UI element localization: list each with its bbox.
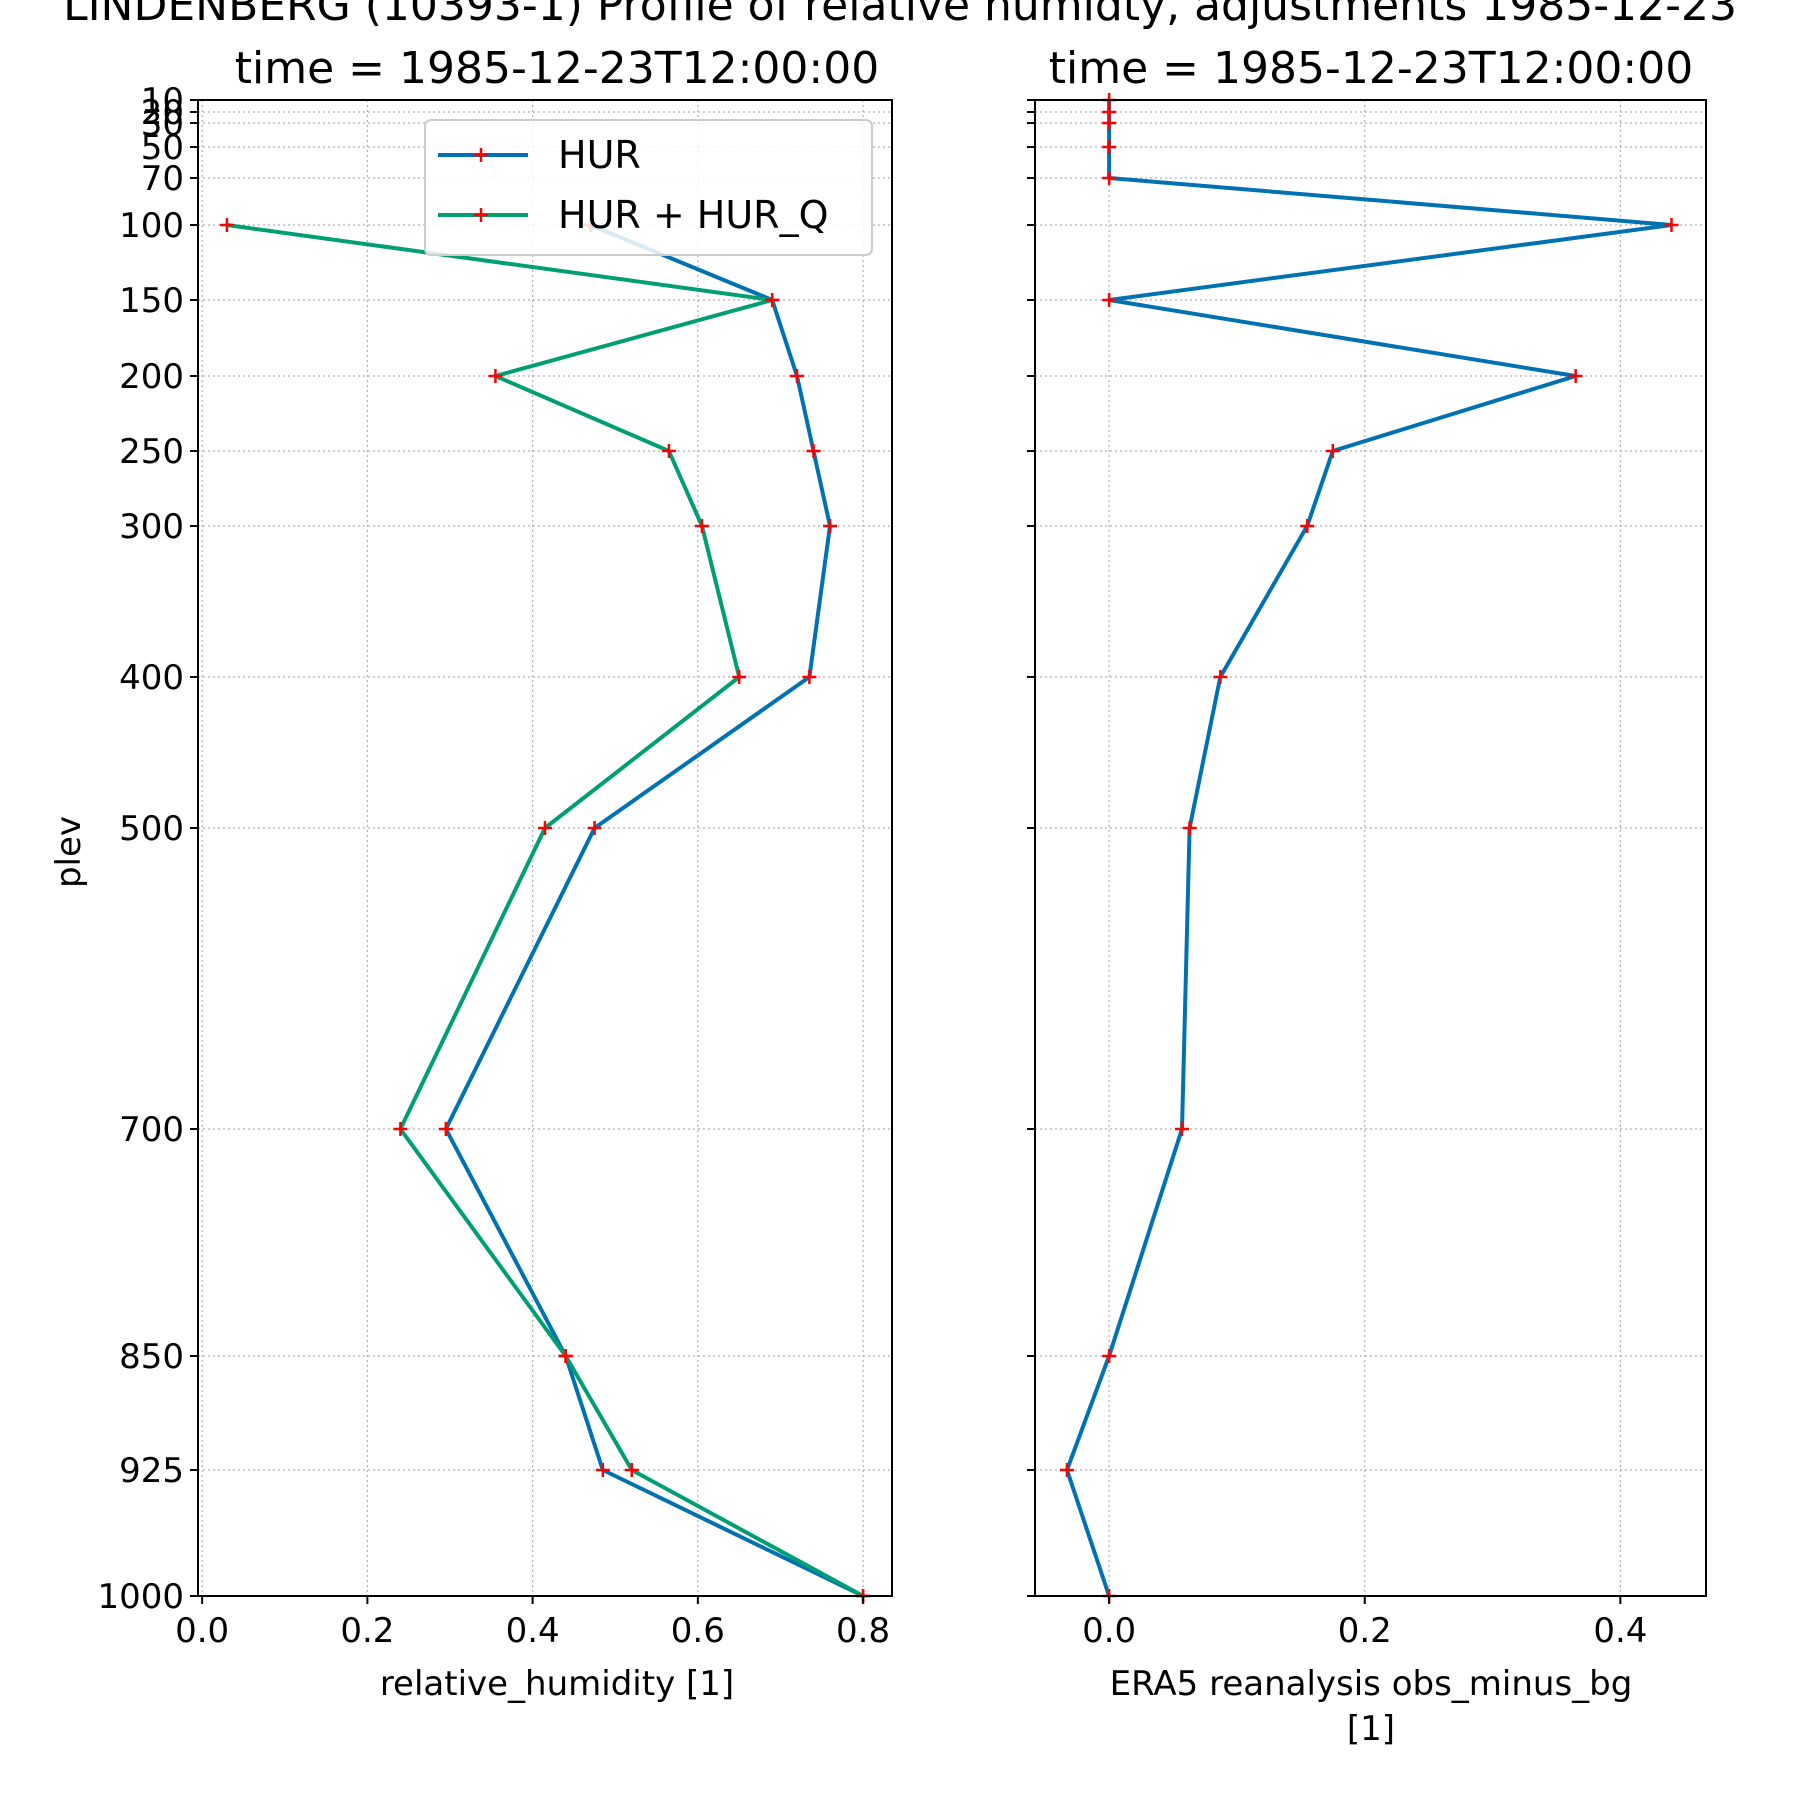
- legend: HUR HUR + HUR_Q: [424, 119, 873, 256]
- data-point-marker: [393, 1122, 408, 1136]
- legend-marker-hur: [474, 148, 488, 162]
- data-point-marker: [1182, 821, 1197, 835]
- right-panel-title: time = 1985-12-23T12:00:00: [1049, 43, 1693, 94]
- x-tick-label: 0.8: [836, 1611, 890, 1651]
- data-point-marker: [1213, 670, 1228, 684]
- y-tick-label: 70: [141, 159, 184, 199]
- data-point-marker: [1300, 519, 1315, 533]
- x-tick-label: 0.0: [175, 1611, 229, 1651]
- right-panel-markers: [1059, 93, 1679, 1603]
- data-point-marker: [595, 1463, 610, 1477]
- legend-marker-hur-q: [474, 208, 488, 222]
- x-tick-label: 0.2: [1338, 1611, 1392, 1651]
- y-tick-label: 400: [119, 658, 184, 698]
- data-point-marker: [661, 444, 676, 458]
- data-point-marker: [1325, 444, 1340, 458]
- series-line-obs-minus-bg: [1065, 100, 1674, 1597]
- data-point-marker: [1059, 1463, 1074, 1477]
- left-panel-series: [226, 223, 865, 1598]
- right-panel-x-axis-label-line2: [1]: [1347, 1709, 1395, 1749]
- data-point-marker: [219, 218, 234, 232]
- left-panel-title: time = 1985-12-23T12:00:00: [235, 43, 879, 94]
- right-panel-series: [1065, 100, 1674, 1597]
- left-panel-grid: [198, 99, 892, 1597]
- data-point-marker: [1568, 369, 1583, 383]
- data-point-marker: [438, 1122, 453, 1136]
- y-tick-label: 850: [119, 1337, 184, 1377]
- data-point-marker: [1102, 171, 1117, 185]
- y-tick-label: 100: [119, 206, 184, 246]
- data-point-marker: [1102, 140, 1117, 154]
- data-point-marker: [538, 821, 552, 835]
- x-tick-label: 0.6: [671, 1611, 725, 1651]
- left-panel-markers: [219, 218, 871, 1603]
- data-point-marker: [765, 293, 780, 307]
- data-point-marker: [587, 821, 602, 835]
- y-tick-label: 10: [141, 81, 184, 121]
- y-tick-label: 500: [119, 809, 184, 849]
- right-panel: time = 1985-12-23T12:00:00 0.0 0.2 0.4 ERA…: [1027, 43, 1707, 1749]
- series-line-hur-hur-q: [226, 223, 865, 1598]
- x-tick-label: 0.0: [1082, 1611, 1136, 1651]
- left-panel-x-ticks: 0.0 0.2 0.4 0.6 0.8: [175, 1596, 890, 1651]
- data-point-marker: [732, 670, 747, 684]
- right-panel-grid: [1035, 99, 1706, 1597]
- data-point-marker: [1174, 1122, 1189, 1136]
- y-tick-label: 1000: [97, 1577, 184, 1617]
- right-panel-x-ticks: 0.0 0.2 0.4: [1082, 1596, 1647, 1651]
- data-point-marker: [802, 670, 817, 684]
- right-panel-y-ticks: [1027, 99, 1035, 1597]
- y-tick-label: 150: [119, 281, 184, 321]
- data-point-marker: [1102, 293, 1117, 307]
- data-point-marker: [558, 1349, 573, 1363]
- right-panel-frame: [1034, 99, 1707, 1597]
- data-point-marker: [1102, 116, 1117, 130]
- data-point-marker: [1664, 218, 1679, 232]
- data-point-marker: [806, 444, 821, 458]
- y-tick-label: 700: [119, 1110, 184, 1150]
- data-point-marker: [789, 369, 804, 383]
- data-point-marker: [1102, 1349, 1117, 1363]
- right-panel-x-axis-label-line1: ERA5 reanalysis obs_minus_bg: [1110, 1664, 1633, 1704]
- y-tick-label: 250: [119, 432, 184, 472]
- x-tick-label: 0.4: [1593, 1611, 1647, 1651]
- data-point-marker: [823, 519, 838, 533]
- left-panel: time = 1985-12-23T12:00:00 0.0 0.2 0.4 0.6 0…: [49, 43, 893, 1704]
- y-tick-label: 50: [141, 128, 184, 168]
- x-tick-label: 0.2: [340, 1611, 394, 1651]
- legend-box: [424, 119, 873, 256]
- x-tick-label: 0.4: [506, 1611, 560, 1651]
- legend-label-hur: HUR: [558, 133, 641, 177]
- data-point-marker: [624, 1463, 639, 1477]
- series-line-hur: [443, 223, 864, 1598]
- y-tick-label: 200: [119, 357, 184, 397]
- y-tick-label: 925: [119, 1451, 184, 1491]
- left-panel-y-axis-label: plev: [49, 816, 89, 888]
- legend-label-hur-q: HUR + HUR_Q: [558, 193, 829, 237]
- y-tick-label: 300: [119, 507, 184, 547]
- left-panel-frame: [197, 99, 893, 1597]
- figure-suptitle: LINDENBERG (10393-1) Profile of relative…: [63, 0, 1737, 31]
- y-tick-label: 20: [141, 93, 184, 133]
- data-point-marker: [488, 369, 503, 383]
- y-tick-label: 30: [141, 104, 184, 144]
- left-panel-x-axis-label: relative_humidity [1]: [380, 1664, 734, 1704]
- data-point-marker: [694, 519, 709, 533]
